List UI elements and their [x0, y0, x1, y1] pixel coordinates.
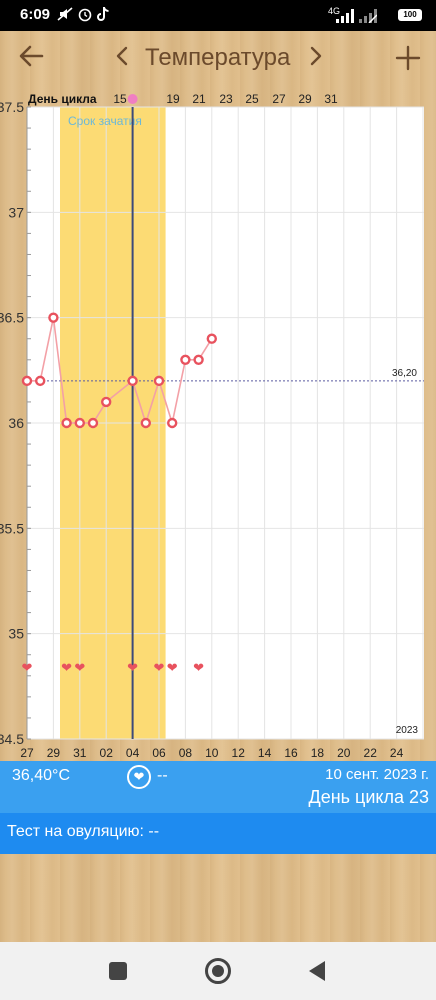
temperature-segment	[171, 359, 187, 424]
selected-cycle-day: День цикла 23	[308, 787, 430, 807]
cycle-day-tick: 23	[219, 92, 233, 106]
system-nav-bar	[0, 942, 436, 1000]
tiktok-icon	[97, 6, 111, 25]
alarm-icon	[77, 6, 93, 25]
heart-icon[interactable]: ❤	[22, 661, 33, 676]
cycle-day-tick: 15	[113, 92, 127, 106]
next-cycle-button[interactable]	[306, 45, 326, 74]
selected-temperature[interactable]: 36,40°C	[12, 767, 70, 784]
ovulation-marker	[127, 94, 138, 104]
square-icon[interactable]	[109, 962, 127, 980]
y-tick-label: 36.5	[0, 310, 24, 326]
status-time: 6:09	[20, 6, 51, 23]
heart-icon[interactable]: ❤	[193, 661, 204, 676]
x-date-label: 18	[311, 746, 325, 760]
temperature-point[interactable]	[127, 375, 138, 387]
temperature-segment	[105, 380, 134, 403]
y-tick-label: 35.5	[0, 520, 24, 536]
page-title: Температура	[145, 44, 291, 71]
add-button[interactable]	[393, 39, 423, 79]
cycle-day-tick: 29	[298, 92, 312, 106]
x-date-label: 22	[364, 746, 378, 760]
heart-icon[interactable]: ❤	[167, 661, 178, 676]
cycle-day-tick: 19	[166, 92, 180, 106]
cycle-day-label: День цикла	[28, 92, 97, 106]
x-date-label: 12	[232, 746, 246, 760]
x-date-label: 24	[390, 746, 404, 760]
y-tick-label: 35	[8, 626, 24, 642]
x-date-label: 06	[152, 746, 166, 760]
ovulation-test-bar[interactable]: Тест на овуляцию: --	[0, 813, 436, 854]
cycle-day-tick: 27	[272, 92, 286, 106]
x-date-label: 31	[73, 746, 87, 760]
mute-icon	[57, 6, 73, 25]
fertile-label: Срок зачатия	[68, 114, 142, 128]
selected-date: 10 сент. 2023 г.	[325, 766, 429, 783]
y-tick-label: 36	[8, 415, 24, 431]
temperature-point[interactable]	[35, 375, 46, 387]
temperature-segment	[39, 317, 55, 382]
temperature-segment	[145, 380, 160, 424]
cycle-day-tick: 21	[192, 92, 206, 106]
temperature-point[interactable]	[74, 417, 86, 429]
status-bar: 6:09 4G 100	[0, 0, 436, 31]
ovulation-test-text: Тест на овуляцию: --	[7, 823, 160, 840]
temperature-point[interactable]	[206, 333, 218, 344]
baseline-label: 36,20	[392, 368, 417, 379]
x-date-label: 08	[179, 746, 193, 760]
arrow-left-icon	[19, 45, 44, 67]
back-button[interactable]	[14, 41, 48, 77]
previous-cycle-button[interactable]	[112, 45, 132, 74]
x-date-label: 02	[100, 746, 114, 760]
empty-area	[0, 854, 436, 942]
x-date-label: 14	[258, 746, 272, 760]
battery-icon: 100	[398, 9, 422, 21]
temperature-segment	[131, 380, 147, 424]
top-toolbar: Температура	[0, 31, 436, 89]
x-date-label: 16	[284, 746, 298, 760]
temperature-point[interactable]	[193, 354, 204, 365]
signal-icon	[336, 9, 354, 26]
year-label: 2023	[396, 725, 419, 736]
temperature-point[interactable]	[180, 354, 191, 365]
plus-icon	[395, 45, 421, 71]
x-date-label: 27	[20, 746, 34, 760]
temperature-point[interactable]	[87, 417, 99, 429]
x-date-label: 29	[47, 746, 61, 760]
temperature-point[interactable]	[61, 417, 72, 429]
temperature-point[interactable]	[21, 375, 33, 387]
y-tick-label: 37.5	[0, 99, 24, 115]
signal-2-icon	[359, 9, 378, 26]
heart-icon[interactable]: ❤	[127, 765, 151, 789]
x-date-label: 20	[337, 746, 351, 760]
heart-icon[interactable]: ❤	[154, 661, 165, 676]
chevron-right-icon	[310, 46, 322, 66]
heart-icon[interactable]: ❤	[74, 661, 85, 676]
chevron-left-icon	[116, 46, 128, 66]
ovulation-value: --	[157, 767, 168, 784]
y-tick-label: 34.5	[0, 731, 24, 747]
circle-icon[interactable]	[205, 958, 231, 984]
cycle-day-tick: 31	[324, 92, 338, 106]
temperature-point[interactable]	[140, 417, 152, 429]
heart-icon[interactable]: ❤	[61, 661, 72, 676]
network-label: 4G	[328, 6, 341, 16]
triangle-back-icon[interactable]	[309, 961, 325, 981]
temperature-point[interactable]	[48, 312, 59, 323]
temperature-point[interactable]	[100, 396, 112, 408]
temperature-point[interactable]	[166, 417, 178, 429]
x-date-label: 10	[205, 746, 219, 760]
heart-icon[interactable]: ❤	[127, 661, 138, 676]
info-bar: 36,40°C ❤ -- 10 сент. 2023 г. День цикла…	[0, 761, 436, 813]
x-date-label: 04	[126, 746, 140, 760]
cycle-day-tick: 25	[245, 92, 259, 106]
y-tick-label: 37	[8, 204, 24, 220]
temperature-point[interactable]	[153, 375, 165, 387]
temperature-segment	[52, 317, 68, 424]
temperature-segment	[158, 380, 173, 424]
temperature-chart[interactable]: Срок зачатия 36,20 ❤ ❤ ❤ ❤ ❤ ❤ ❤ 2023 37.5 37 36.5 36…	[0, 89, 436, 761]
